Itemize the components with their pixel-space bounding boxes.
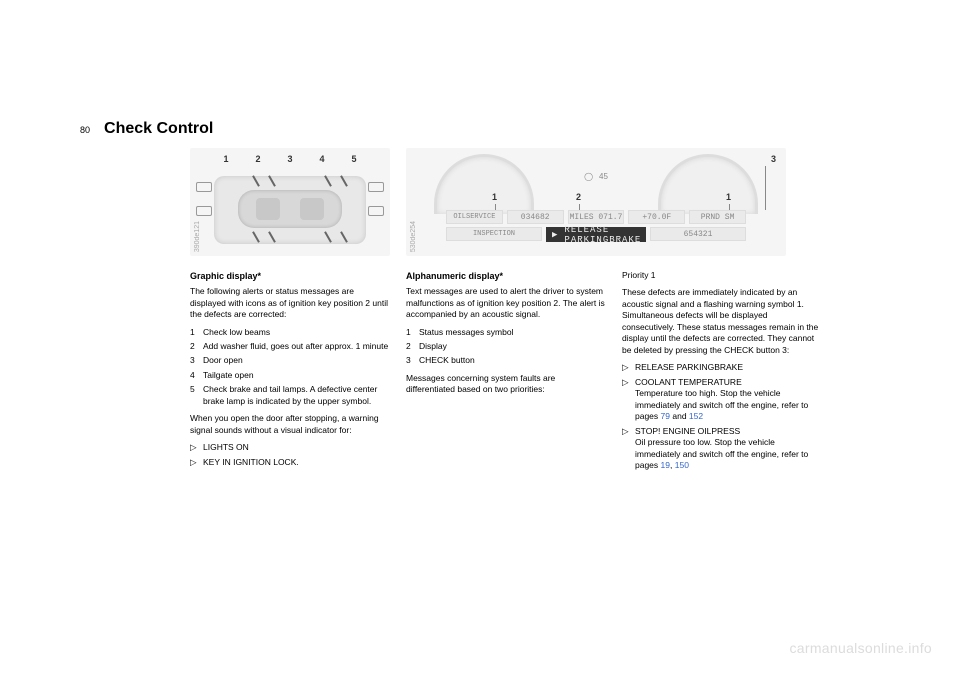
list-num: 5 — [190, 384, 198, 407]
list-item: Display — [419, 341, 447, 352]
list-item: Add washer fluid, goes out after approx.… — [203, 341, 388, 352]
list-item: Tailgate open — [203, 370, 254, 381]
callout-1b: 1 — [726, 192, 731, 202]
list-item: Check brake and tail lamps. A defective … — [203, 384, 390, 407]
col1-list: 1 Check low beams 2 Add washer fluid, goes… — [190, 327, 390, 408]
watermark: carmanualsonline.info — [790, 640, 933, 656]
list-item: CHECK button — [419, 355, 475, 366]
callout-1: 1 — [223, 154, 228, 164]
list-num: 3 — [190, 355, 198, 366]
triangle-icon: ▷ — [622, 377, 630, 423]
tire-value: 45 — [599, 172, 608, 181]
tire-icon: ◯ — [584, 172, 593, 181]
page: 80 Check Control 1 2 3 4 5 — [80, 120, 880, 475]
lcd-temp: +70.0F — [628, 210, 685, 224]
lcd-trip: MILES 071.7 — [568, 210, 625, 224]
triangle-icon: ▷ — [190, 457, 198, 468]
figure-row: 1 2 3 4 5 390de121 — [190, 148, 880, 256]
col2-post: Messages concerning system faults are di… — [406, 373, 606, 396]
list-num: 4 — [190, 370, 198, 381]
callout-4: 4 — [319, 154, 324, 164]
lcd-gear-top: PRND SM — [689, 210, 746, 224]
triangle-icon: ▷ — [190, 442, 198, 453]
lcd-odometer: 034682 — [507, 210, 564, 224]
text-columns: Graphic display* The following alerts or… — [190, 270, 880, 475]
callout-3: 3 — [771, 154, 776, 164]
page-number: 80 — [80, 125, 90, 135]
figure-alphanumeric-display: ◯ 45 1 2 1 3 OILSERVICE 034682 MILES 071… — [406, 148, 786, 256]
lcd-service: OILSERVICE — [446, 210, 503, 224]
lcd-inspection: INSPECTION — [446, 227, 542, 241]
bullet-item: STOP! ENGINE OILPRESS Oil pressure too l… — [635, 426, 822, 472]
leader-line — [765, 166, 766, 210]
lcd-gear-bottom: 654321 — [650, 227, 746, 241]
col1-intro: The following alerts or status messages … — [190, 286, 390, 320]
page-header: 80 Check Control — [80, 120, 880, 138]
list-num: 1 — [190, 327, 198, 338]
callout-2: 2 — [255, 154, 260, 164]
gauge-icon — [434, 154, 534, 214]
triangle-icon: ▷ — [622, 362, 630, 373]
list-num: 3 — [406, 355, 414, 366]
priority-label: Priority 1 — [622, 270, 822, 281]
column-priority1: Priority 1 These defects are immediately… — [622, 270, 822, 475]
arrow-icon: ▶ — [552, 230, 558, 240]
headlight-icon — [368, 206, 384, 216]
bullet-item: RELEASE PARKINGBRAKE — [635, 362, 743, 373]
list-num: 2 — [190, 341, 198, 352]
col1-heading: Graphic display* — [190, 270, 390, 282]
callout-5: 5 — [351, 154, 356, 164]
triangle-icon: ▷ — [622, 426, 630, 472]
col2-heading: Alphanumeric display* — [406, 270, 606, 282]
text: and — [670, 411, 689, 421]
list-num: 1 — [406, 327, 414, 338]
col2-intro: Text messages are used to alert the driv… — [406, 286, 606, 320]
headlight-icon — [196, 182, 212, 192]
page-link[interactable]: 19 — [661, 460, 670, 470]
figure1-ref: 390de121 — [194, 221, 201, 252]
page-link[interactable]: 79 — [661, 411, 670, 421]
headlight-icon — [196, 206, 212, 216]
headlight-icon — [368, 182, 384, 192]
column-graphic-display: Graphic display* The following alerts or… — [190, 270, 390, 475]
gauge-icon — [658, 154, 758, 214]
lcd-message: ▶ RELEASE PARKINGBRAKE — [546, 227, 646, 242]
column-alphanumeric-display: Alphanumeric display* Text messages are … — [406, 270, 606, 475]
callout-2: 2 — [576, 192, 581, 202]
bullet-item: LIGHTS ON — [203, 442, 249, 453]
figure-graphic-display: 1 2 3 4 5 390de121 — [190, 148, 390, 256]
col3-intro: These defects are immediately indicated … — [622, 287, 822, 356]
callout-1: 1 — [492, 192, 497, 202]
page-title: Check Control — [104, 120, 213, 138]
bullet-label: STOP! ENGINE OILPRESS — [635, 426, 740, 436]
bullet-label: COOLANT TEMPERATURE — [635, 377, 742, 387]
figure2-ref: 530de254 — [410, 221, 417, 252]
lcd-message-text: RELEASE PARKINGBRAKE — [564, 225, 646, 245]
page-link[interactable]: 150 — [675, 460, 689, 470]
list-item: Door open — [203, 355, 243, 366]
list-item: Check low beams — [203, 327, 270, 338]
car-silhouette-icon — [238, 190, 342, 228]
lcd-cluster: OILSERVICE 034682 MILES 071.7 +70.0F PRN… — [446, 210, 746, 244]
callout-3: 3 — [287, 154, 292, 164]
page-link[interactable]: 152 — [689, 411, 703, 421]
list-num: 2 — [406, 341, 414, 352]
bullet-item: KEY IN IGNITION LOCK. — [203, 457, 299, 468]
figure1-callouts: 1 2 3 4 5 — [190, 154, 390, 164]
bullet-item: COOLANT TEMPERATURE Temperature too high… — [635, 377, 822, 423]
tire-badge: ◯ 45 — [546, 166, 646, 186]
col1-post: When you open the door after stopping, a… — [190, 413, 390, 436]
list-item: Status messages symbol — [419, 327, 513, 338]
col2-list: 1 Status messages symbol 2 Display 3 CHECK … — [406, 327, 606, 367]
